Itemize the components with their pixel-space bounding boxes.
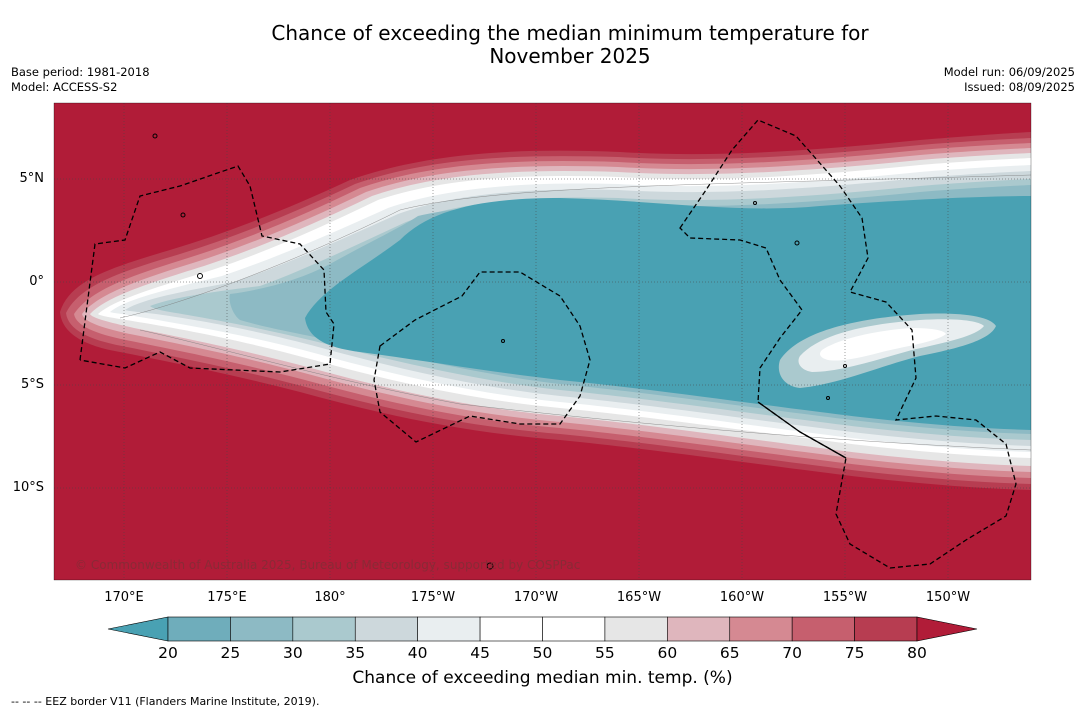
map-frame [53,102,1032,581]
colorbar-swatch [354,616,418,642]
lat-label-5s: 5°S [20,377,44,392]
lon-label-170w: 170°W [513,590,559,605]
colorbar-tick: 25 [220,644,241,662]
lon-label-170e: 170°E [104,590,144,605]
colorbar-tick: 40 [407,644,428,662]
lon-label-150w: 150°W [925,590,971,605]
colorbar-tick: 50 [532,644,553,662]
colorbar-tick: 45 [470,644,490,662]
colorbar-swatch [479,616,543,642]
colorbar-tick: 65 [719,644,740,662]
colorbar-tick: 35 [345,644,366,662]
base-period: Base period: 1981-2018 [11,65,150,79]
graticule [54,103,1031,580]
lon-label-175w: 175°W [410,590,456,605]
lat-label-5n: 5°N [19,171,45,186]
lon-label-165w: 165°W [616,590,662,605]
colorbar-swatch [854,616,918,642]
lon-label-180: 180° [314,590,346,605]
colorbar-arrow-high [916,616,978,642]
lon-label-155w: 155°W [822,590,868,605]
colorbar-swatch [667,616,731,642]
lon-label-160w: 160°W [719,590,765,605]
colorbar-swatch [791,616,855,642]
colorbar-tick: 30 [282,644,303,662]
forecast-field [54,103,1031,580]
contour-line-2 [139,329,1031,451]
colorbar-swatch [167,616,231,642]
colorbar-tick: 60 [657,644,678,662]
colorbar-swatch [604,616,668,642]
warm-patch-inner [820,328,946,361]
colorbar-swatch [729,616,793,642]
colorbar-label: Chance of exceeding median min. temp. (%… [352,668,733,688]
colorbar-swatch [542,616,606,642]
model-name: Model: ACCESS-S2 [11,80,118,94]
colorbar-swatch [292,616,356,642]
colorbar-arrow-low [107,616,169,642]
colorbar-tick: 70 [782,644,803,662]
lat-label-0: 0° [29,274,44,289]
colorbar-swatch [230,616,294,642]
lat-label-10s: 10°S [12,480,44,495]
eez-legend-note: -- -- -- EEZ border V11 (Flanders Marine… [11,695,320,708]
contour-line-1 [119,174,1031,319]
issued-date: Issued: 08/09/2025 [964,80,1075,94]
colorbar-tick: 55 [595,644,615,662]
colorbar-tick: 20 [158,644,178,662]
colorbar-tick: 75 [844,644,865,662]
colorbar-tick: 80 [907,644,927,662]
title-line-2: November 2025 [489,44,651,68]
eez-borders [79,119,1017,569]
islands [152,133,847,570]
lon-label-175e: 175°E [207,590,247,605]
chart-title: Chance of exceeding the median minimum t… [0,22,1085,68]
meta-left: Base period: 1981-2018 Model: ACCESS-S2 [11,65,150,95]
colorbar [107,616,978,642]
eez-solid-segment [757,401,847,459]
copyright-notice: © Commonwealth of Australia 2025, Bureau… [75,558,581,572]
model-run: Model run: 06/09/2025 [943,65,1075,79]
title-line-1: Chance of exceeding the median minimum t… [271,21,869,45]
meta-right: Model run: 06/09/2025 Issued: 08/09/2025 [944,65,1075,95]
colorbar-swatch [417,616,481,642]
